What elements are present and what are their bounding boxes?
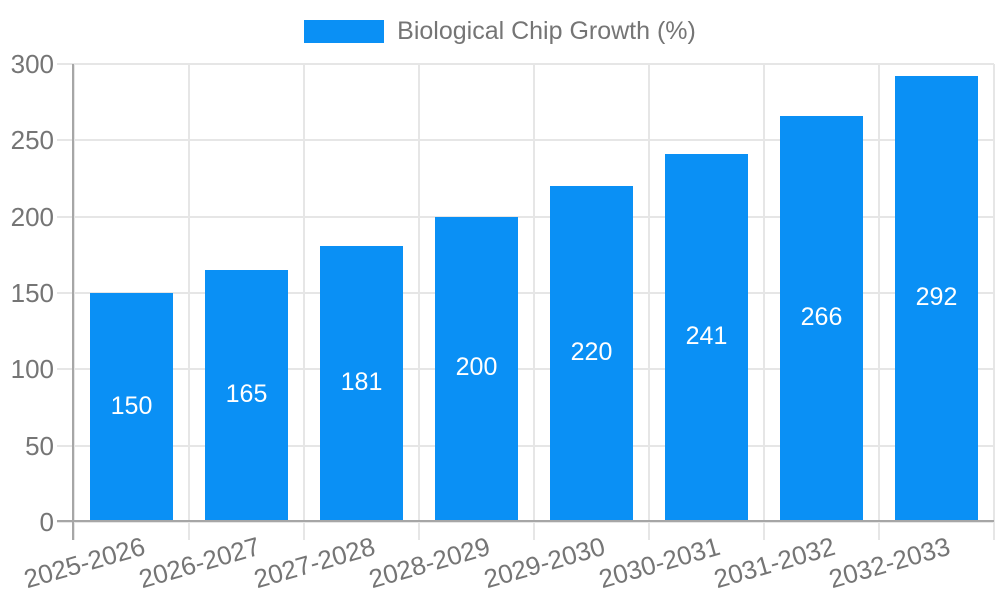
gridline-vertical: [303, 64, 305, 540]
bar: 165: [205, 270, 288, 522]
gridline-vertical: [648, 64, 650, 540]
bar: 181: [320, 245, 403, 522]
bar-value-label: 181: [340, 367, 383, 396]
gridline-horizontal: [57, 215, 994, 218]
gridline-vertical: [878, 64, 880, 540]
bar-value-label: 292: [915, 283, 958, 312]
gridline-vertical: [188, 64, 190, 540]
gridline-horizontal: [57, 521, 994, 523]
legend: Biological Chip Growth (%): [0, 17, 1000, 45]
gridline-horizontal: [57, 444, 994, 447]
gridline-horizontal: [57, 368, 994, 371]
bar-value-label: 150: [110, 391, 153, 420]
x-axis-line: [57, 520, 994, 522]
bar-value-label: 165: [225, 380, 268, 409]
legend-swatch-icon: [304, 20, 385, 43]
legend-label: Biological Chip Growth (%): [397, 17, 696, 45]
bar: 220: [550, 186, 633, 522]
y-axis-label: 250: [10, 125, 54, 156]
bar-value-label: 241: [685, 322, 728, 351]
y-axis-label: 200: [10, 201, 54, 232]
gridline-vertical: [763, 64, 765, 540]
bar-value-label: 200: [455, 353, 498, 382]
gridline-vertical: [533, 64, 535, 540]
y-axis-label: 300: [10, 49, 54, 79]
gridline-vertical: [73, 64, 75, 540]
bar: 292: [895, 76, 978, 522]
y-axis-label: 100: [10, 354, 54, 385]
gridline-vertical: [418, 64, 420, 540]
y-axis-line: [72, 64, 74, 540]
y-axis-label: 0: [39, 507, 54, 537]
y-axis-label: 150: [10, 278, 54, 308]
bar: 266: [780, 115, 863, 522]
gridline-horizontal: [57, 63, 994, 65]
y-axis-label: 50: [25, 430, 54, 461]
gridline-horizontal: [57, 292, 994, 294]
bar-value-label: 220: [570, 338, 613, 367]
bar: 150: [90, 293, 173, 522]
gridline-vertical: [993, 64, 995, 540]
bar: 200: [435, 216, 518, 522]
bar: 241: [665, 154, 748, 522]
gridline-horizontal: [57, 139, 994, 142]
bar-value-label: 266: [800, 302, 843, 331]
